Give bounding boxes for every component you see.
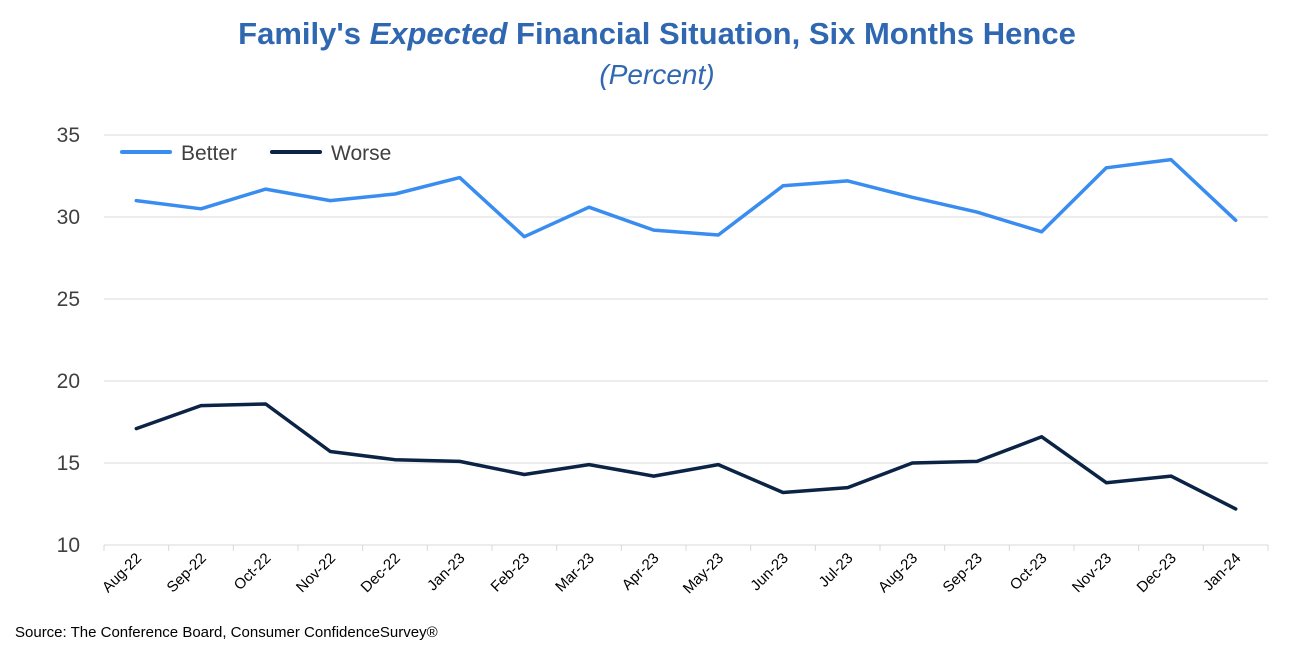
data-point-better	[846, 179, 850, 183]
data-point-worse	[134, 427, 138, 431]
legend: Better Worse	[120, 142, 391, 165]
data-point-worse	[781, 491, 785, 495]
x-tick-label: Jul-23	[816, 550, 857, 591]
series-line-better	[134, 157, 1238, 239]
x-tick-label: Sep-23	[940, 550, 986, 596]
data-point-better	[587, 205, 591, 209]
series-lines	[134, 157, 1238, 511]
data-point-worse	[458, 459, 462, 463]
y-tick-label: 20	[57, 370, 80, 393]
data-point-better	[264, 187, 268, 191]
x-tick-label: Feb-23	[488, 550, 534, 596]
x-tick-label: Dec-22	[358, 550, 404, 596]
source-note: Source: The Conference Board, Consumer C…	[15, 624, 438, 641]
data-point-better	[522, 235, 526, 239]
data-point-better	[975, 210, 979, 214]
legend-label-better: Better	[181, 142, 237, 165]
data-point-worse	[522, 472, 526, 476]
data-point-better	[910, 195, 914, 199]
y-tick-label: 30	[57, 206, 80, 229]
x-axis: Aug-22 Sep-22 Oct-22 Nov-22 Dec-22 Jan-23 Feb-…	[99, 544, 1269, 597]
data-point-worse	[975, 459, 979, 463]
data-point-worse	[716, 463, 720, 467]
data-point-worse	[1040, 435, 1044, 439]
series-line-worse	[134, 402, 1238, 511]
x-tick-label: Nov-23	[1069, 550, 1115, 596]
data-point-worse	[1104, 481, 1108, 485]
x-tick-label: Apr-23	[619, 550, 663, 594]
data-point-better	[134, 199, 138, 203]
data-point-better	[393, 192, 397, 196]
data-point-better	[1234, 218, 1238, 222]
x-tick-label: Aug-23	[875, 550, 921, 596]
data-point-worse	[1234, 507, 1238, 511]
data-point-worse	[199, 404, 203, 408]
x-tick-label: Jun-23	[747, 550, 791, 594]
data-point-worse	[328, 450, 332, 454]
data-point-worse	[910, 461, 914, 465]
data-point-better	[1040, 230, 1044, 234]
x-tick-label: Oct-22	[231, 550, 275, 594]
chart-title-part1: Family's	[238, 16, 370, 51]
data-point-worse	[393, 458, 397, 462]
x-tick-label: Aug-22	[99, 550, 145, 596]
y-tick-label: 10	[57, 534, 80, 557]
y-tick-label: 15	[57, 452, 80, 475]
y-tick-label: 35	[57, 124, 80, 147]
chart-subtitle: (Percent)	[599, 59, 715, 90]
data-point-better	[781, 184, 785, 188]
data-point-worse	[587, 463, 591, 467]
x-tick-label: Dec-23	[1134, 550, 1180, 596]
chart-title: Family's Expected Financial Situation, S…	[0, 14, 1314, 54]
x-tick-label: Nov-22	[293, 550, 339, 596]
data-point-better	[199, 207, 203, 211]
legend-label-worse: Worse	[331, 142, 391, 165]
x-tick-label: Oct-23	[1007, 550, 1051, 594]
x-tick-label: Sep-22	[164, 550, 210, 596]
chart-title-emphasis: Expected	[369, 16, 508, 51]
data-point-better	[1104, 166, 1108, 170]
data-point-worse	[652, 474, 656, 478]
data-point-better	[1169, 158, 1173, 162]
chart-title-part3: Financial Situation, Six Months Hence	[507, 16, 1076, 51]
data-point-worse	[846, 486, 850, 490]
data-point-better	[458, 176, 462, 180]
x-tick-label: Jan-23	[424, 550, 468, 594]
x-tick-label: May-23	[680, 550, 727, 597]
gridlines	[104, 134, 1268, 464]
data-point-worse	[264, 402, 268, 406]
x-tick-label: Jan-24	[1200, 550, 1244, 594]
data-point-better	[716, 233, 720, 237]
y-tick-label: 25	[57, 288, 80, 311]
data-point-better	[328, 199, 332, 203]
y-axis: 10 15 20 25 30 35	[57, 124, 80, 557]
data-point-better	[652, 228, 656, 232]
x-tick-label: Mar-23	[552, 550, 598, 596]
data-point-worse	[1169, 474, 1173, 478]
